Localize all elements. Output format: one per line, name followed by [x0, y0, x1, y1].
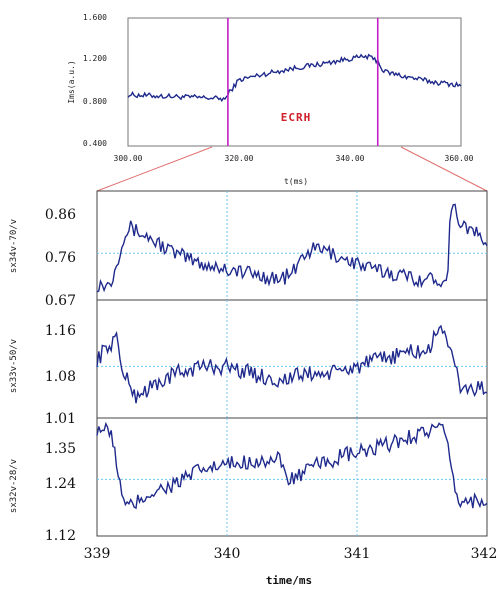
panel-1-ytick-1: 0.76	[45, 250, 76, 266]
panel-3-series-line	[96, 421, 488, 510]
overview-xtick-2: 340.00	[336, 154, 365, 163]
overview-series-line	[127, 53, 462, 103]
xtick-339: 339	[84, 546, 111, 562]
overview-ytick-0: 0.400	[83, 139, 107, 148]
overview-panel: ECRH 0.400 0.800 1.200 1.600 300.00 320.…	[67, 13, 474, 186]
zoom-connector-right	[400, 146, 488, 192]
ecrh-annotation: ECRH	[281, 111, 312, 124]
panel-2-ytick-1: 1.08	[45, 369, 76, 385]
panel-2-ylabel: sx33v-50/v	[9, 339, 19, 393]
panel-1-ytick-0: 0.67	[45, 293, 76, 309]
overview-xtick-3: 360.00	[445, 154, 474, 163]
overview-ylabel: Ims(a.u.)	[67, 60, 76, 103]
panel-2-series-line	[96, 324, 488, 404]
panel-3-ytick-2: 1.35	[45, 441, 76, 457]
detail-panel-2: 1.01 1.08 1.16 sx33v-50/v	[9, 299, 488, 427]
panel-2-ytick-0: 1.01	[45, 411, 76, 427]
panel-1-grid	[97, 191, 487, 300]
xtick-340: 340	[214, 546, 241, 562]
panel-3-ytick-0: 1.12	[45, 528, 76, 544]
panel-2-frame	[96, 299, 488, 419]
xtick-342: 342	[471, 546, 498, 562]
panel-3-grid	[97, 418, 487, 536]
detail-panel-1: 0.67 0.76 0.86 sx34v-70/v	[9, 190, 488, 309]
detail-panel-3: 1.12 1.24 1.35 sx32v-28/v 339 340 341 34…	[9, 417, 498, 587]
overview-ytick-1: 0.800	[83, 97, 107, 106]
x-axis-label: time/ms	[266, 574, 312, 587]
panel-3-frame	[96, 417, 488, 537]
panel-2-ytick-2: 1.16	[45, 323, 76, 339]
panel-1-ytick-2: 0.86	[45, 207, 76, 223]
overview-ytick-3: 1.600	[83, 13, 107, 22]
overview-ytick-2: 1.200	[83, 54, 107, 63]
overview-xtick-1: 320.00	[225, 154, 254, 163]
panel-2-grid	[97, 300, 487, 418]
zoom-connector-left	[96, 146, 213, 192]
panel-3-ytick-1: 1.24	[45, 476, 76, 492]
xtick-341: 341	[344, 546, 371, 562]
panel-1-ylabel: sx34v-70/v	[9, 219, 19, 273]
panel-1-series-line	[96, 203, 488, 293]
overview-xlabel: t(ms)	[284, 177, 308, 186]
overview-xtick-0: 300.00	[114, 154, 143, 163]
panel-3-ylabel: sx32v-28/v	[9, 459, 19, 513]
overview-frame	[127, 17, 462, 147]
